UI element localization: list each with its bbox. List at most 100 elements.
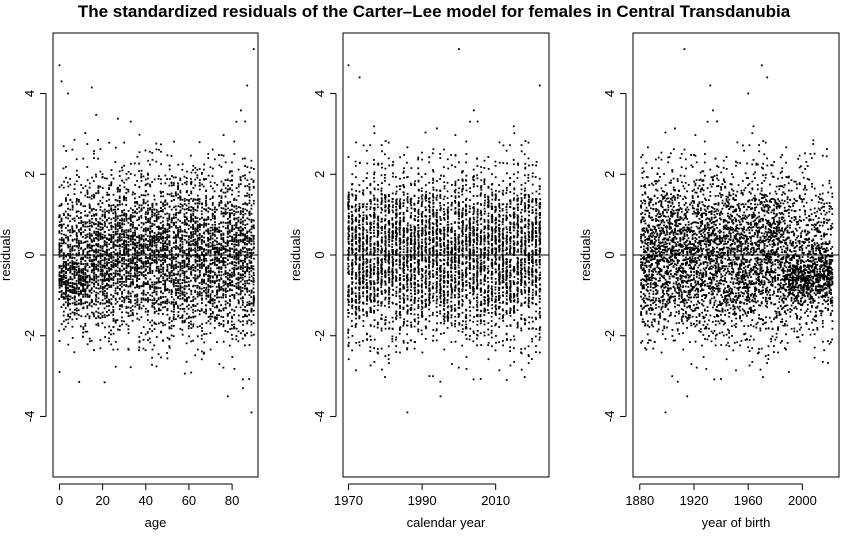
- point: [67, 284, 69, 286]
- point: [228, 273, 231, 276]
- point: [155, 269, 158, 272]
- point: [160, 303, 162, 306]
- point: [252, 219, 255, 222]
- point: [78, 251, 80, 254]
- point: [145, 265, 147, 268]
- point: [123, 248, 125, 251]
- point: [213, 233, 216, 236]
- point: [110, 209, 113, 212]
- point: [177, 297, 179, 299]
- point: [179, 263, 182, 266]
- point: [179, 226, 182, 229]
- point: [196, 198, 199, 201]
- point: [188, 263, 190, 266]
- point: [153, 259, 156, 262]
- point: [248, 237, 251, 239]
- point: [63, 320, 65, 323]
- point: [80, 247, 82, 250]
- point: [125, 272, 128, 274]
- point: [123, 247, 126, 249]
- point: [231, 284, 233, 287]
- point: [222, 238, 225, 240]
- point: [112, 244, 115, 247]
- point: [89, 340, 91, 343]
- point: [112, 231, 115, 233]
- point: [97, 230, 99, 233]
- point: [231, 228, 234, 231]
- point: [90, 339, 93, 342]
- point: [67, 213, 70, 215]
- point: [240, 218, 242, 221]
- point: [155, 246, 158, 249]
- point: [213, 261, 216, 263]
- point: [175, 273, 177, 276]
- point: [207, 230, 209, 233]
- point: [235, 335, 238, 337]
- point: [127, 249, 130, 251]
- point: [244, 212, 247, 215]
- point: [143, 206, 145, 209]
- point: [110, 263, 113, 266]
- point: [194, 243, 197, 245]
- point: [114, 161, 117, 163]
- point: [75, 303, 78, 306]
- point: [123, 181, 126, 184]
- point: [226, 315, 229, 317]
- point: [110, 238, 113, 240]
- point: [200, 308, 203, 310]
- point: [250, 251, 253, 254]
- point: [207, 284, 210, 286]
- point: [166, 266, 169, 268]
- point: [209, 198, 212, 201]
- point: [86, 253, 89, 255]
- point: [82, 288, 85, 291]
- point: [212, 167, 214, 170]
- point: [71, 247, 74, 250]
- point: [179, 282, 182, 285]
- point: [144, 230, 147, 233]
- point: [140, 253, 143, 256]
- point: [351, 229, 354, 231]
- point: [185, 342, 188, 345]
- point: [160, 265, 162, 268]
- point: [158, 175, 160, 177]
- point: [120, 226, 123, 229]
- point: [95, 291, 98, 294]
- point: [181, 241, 184, 243]
- point: [196, 239, 199, 242]
- point: [75, 239, 78, 242]
- point: [62, 264, 65, 266]
- point: [69, 271, 72, 274]
- point: [146, 200, 149, 203]
- point: [252, 333, 255, 336]
- point: [105, 258, 108, 261]
- point: [62, 276, 65, 278]
- point: [181, 163, 184, 166]
- point: [224, 289, 227, 292]
- point: [220, 268, 223, 270]
- point: [205, 229, 208, 232]
- point: [196, 265, 199, 267]
- point: [205, 254, 208, 256]
- point: [233, 228, 236, 231]
- point: [237, 286, 240, 289]
- x-tick-label: 80: [225, 493, 239, 508]
- point: [153, 232, 156, 234]
- point: [110, 207, 112, 210]
- point: [207, 216, 210, 218]
- point: [214, 319, 216, 322]
- point: [65, 274, 67, 277]
- point: [130, 281, 132, 284]
- point: [213, 262, 216, 265]
- point: [168, 251, 171, 254]
- point: [116, 280, 119, 283]
- point: [114, 228, 117, 231]
- point: [73, 295, 76, 298]
- point: [211, 175, 214, 177]
- point: [147, 218, 149, 220]
- point: [164, 255, 166, 258]
- point: [153, 220, 156, 222]
- point: [248, 276, 251, 279]
- point: [224, 191, 227, 194]
- point: [237, 330, 240, 333]
